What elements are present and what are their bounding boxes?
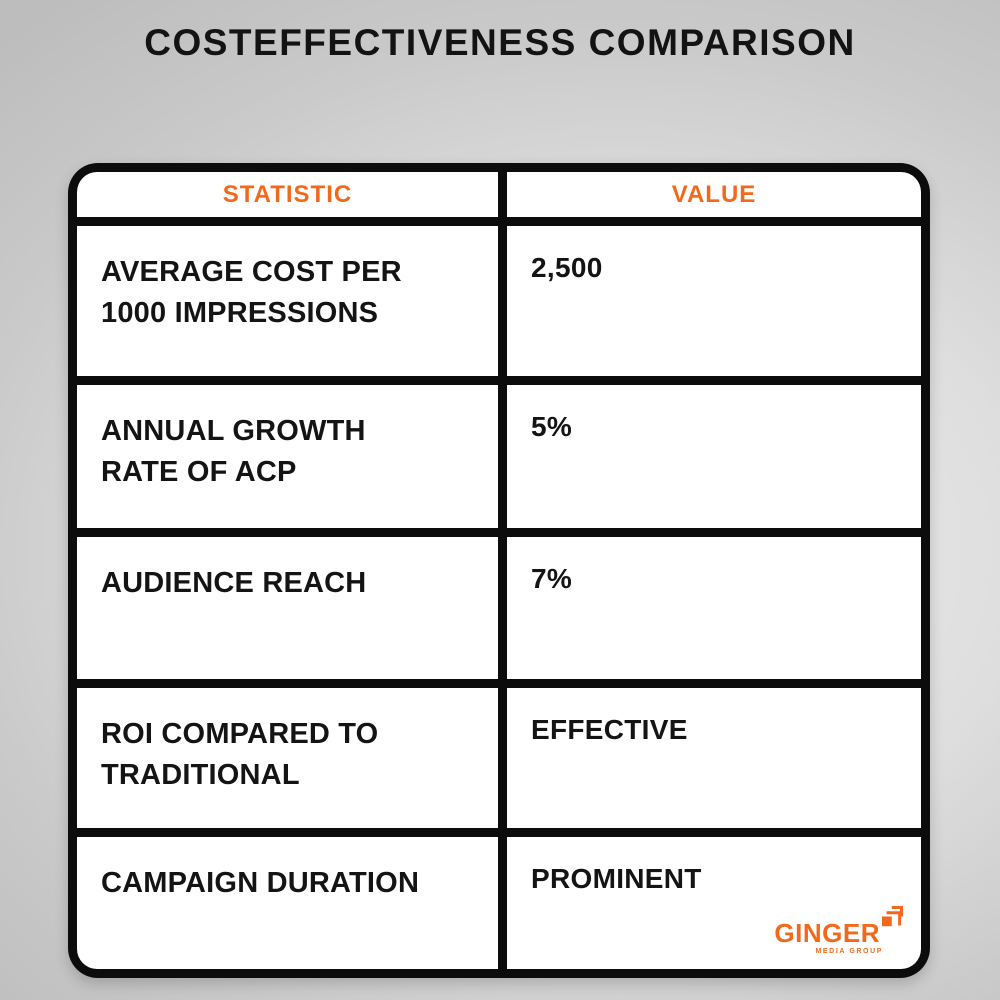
table-row-statistic: AUDIENCE REACH [77, 537, 498, 679]
value-cell: 2,500 [507, 226, 921, 376]
value-cell: 5% [507, 385, 921, 528]
table-row-statistic: AVERAGE COST PER 1000 IMPRESSIONS [77, 226, 498, 376]
ginger-media-group-logo: GINGER MEDIA GROUP [774, 904, 903, 955]
value-cell: EFFECTIVE [507, 688, 921, 828]
statistic-label: AVERAGE COST PER 1000 IMPRESSIONS [101, 256, 402, 330]
logo-wordmark: GINGER [774, 918, 880, 948]
comparison-table: STATISTIC VALUE AVERAGE COST PER 1000 IM… [68, 163, 930, 978]
table-row-statistic: ROI COMPARED TO TRADITIONAL [77, 688, 498, 828]
table-row-statistic: CAMPAIGN DURATION [77, 837, 498, 969]
page-title: COSTEFFECTIVENESS COMPARISON [144, 22, 856, 63]
column-header-value: VALUE [507, 172, 921, 217]
statistic-label: CAMPAIGN DURATION [101, 867, 420, 899]
value-text: PROMINENT [531, 863, 702, 894]
column-header-statistic: STATISTIC [77, 172, 498, 217]
statistic-label: ANNUAL GROWTH RATE OF ACP [101, 415, 366, 489]
value-cell: 7% [507, 537, 921, 679]
stacked-squares-icon [882, 904, 903, 932]
statistic-label: ROI COMPARED TO TRADITIONAL [101, 718, 379, 792]
value-cell: PROMINENT GINGER MEDIA GROUP [507, 837, 921, 969]
table-row-statistic: ANNUAL GROWTH RATE OF ACP [77, 385, 498, 528]
statistic-label: AUDIENCE REACH [101, 567, 367, 599]
logo-subtext: MEDIA GROUP [815, 948, 883, 955]
